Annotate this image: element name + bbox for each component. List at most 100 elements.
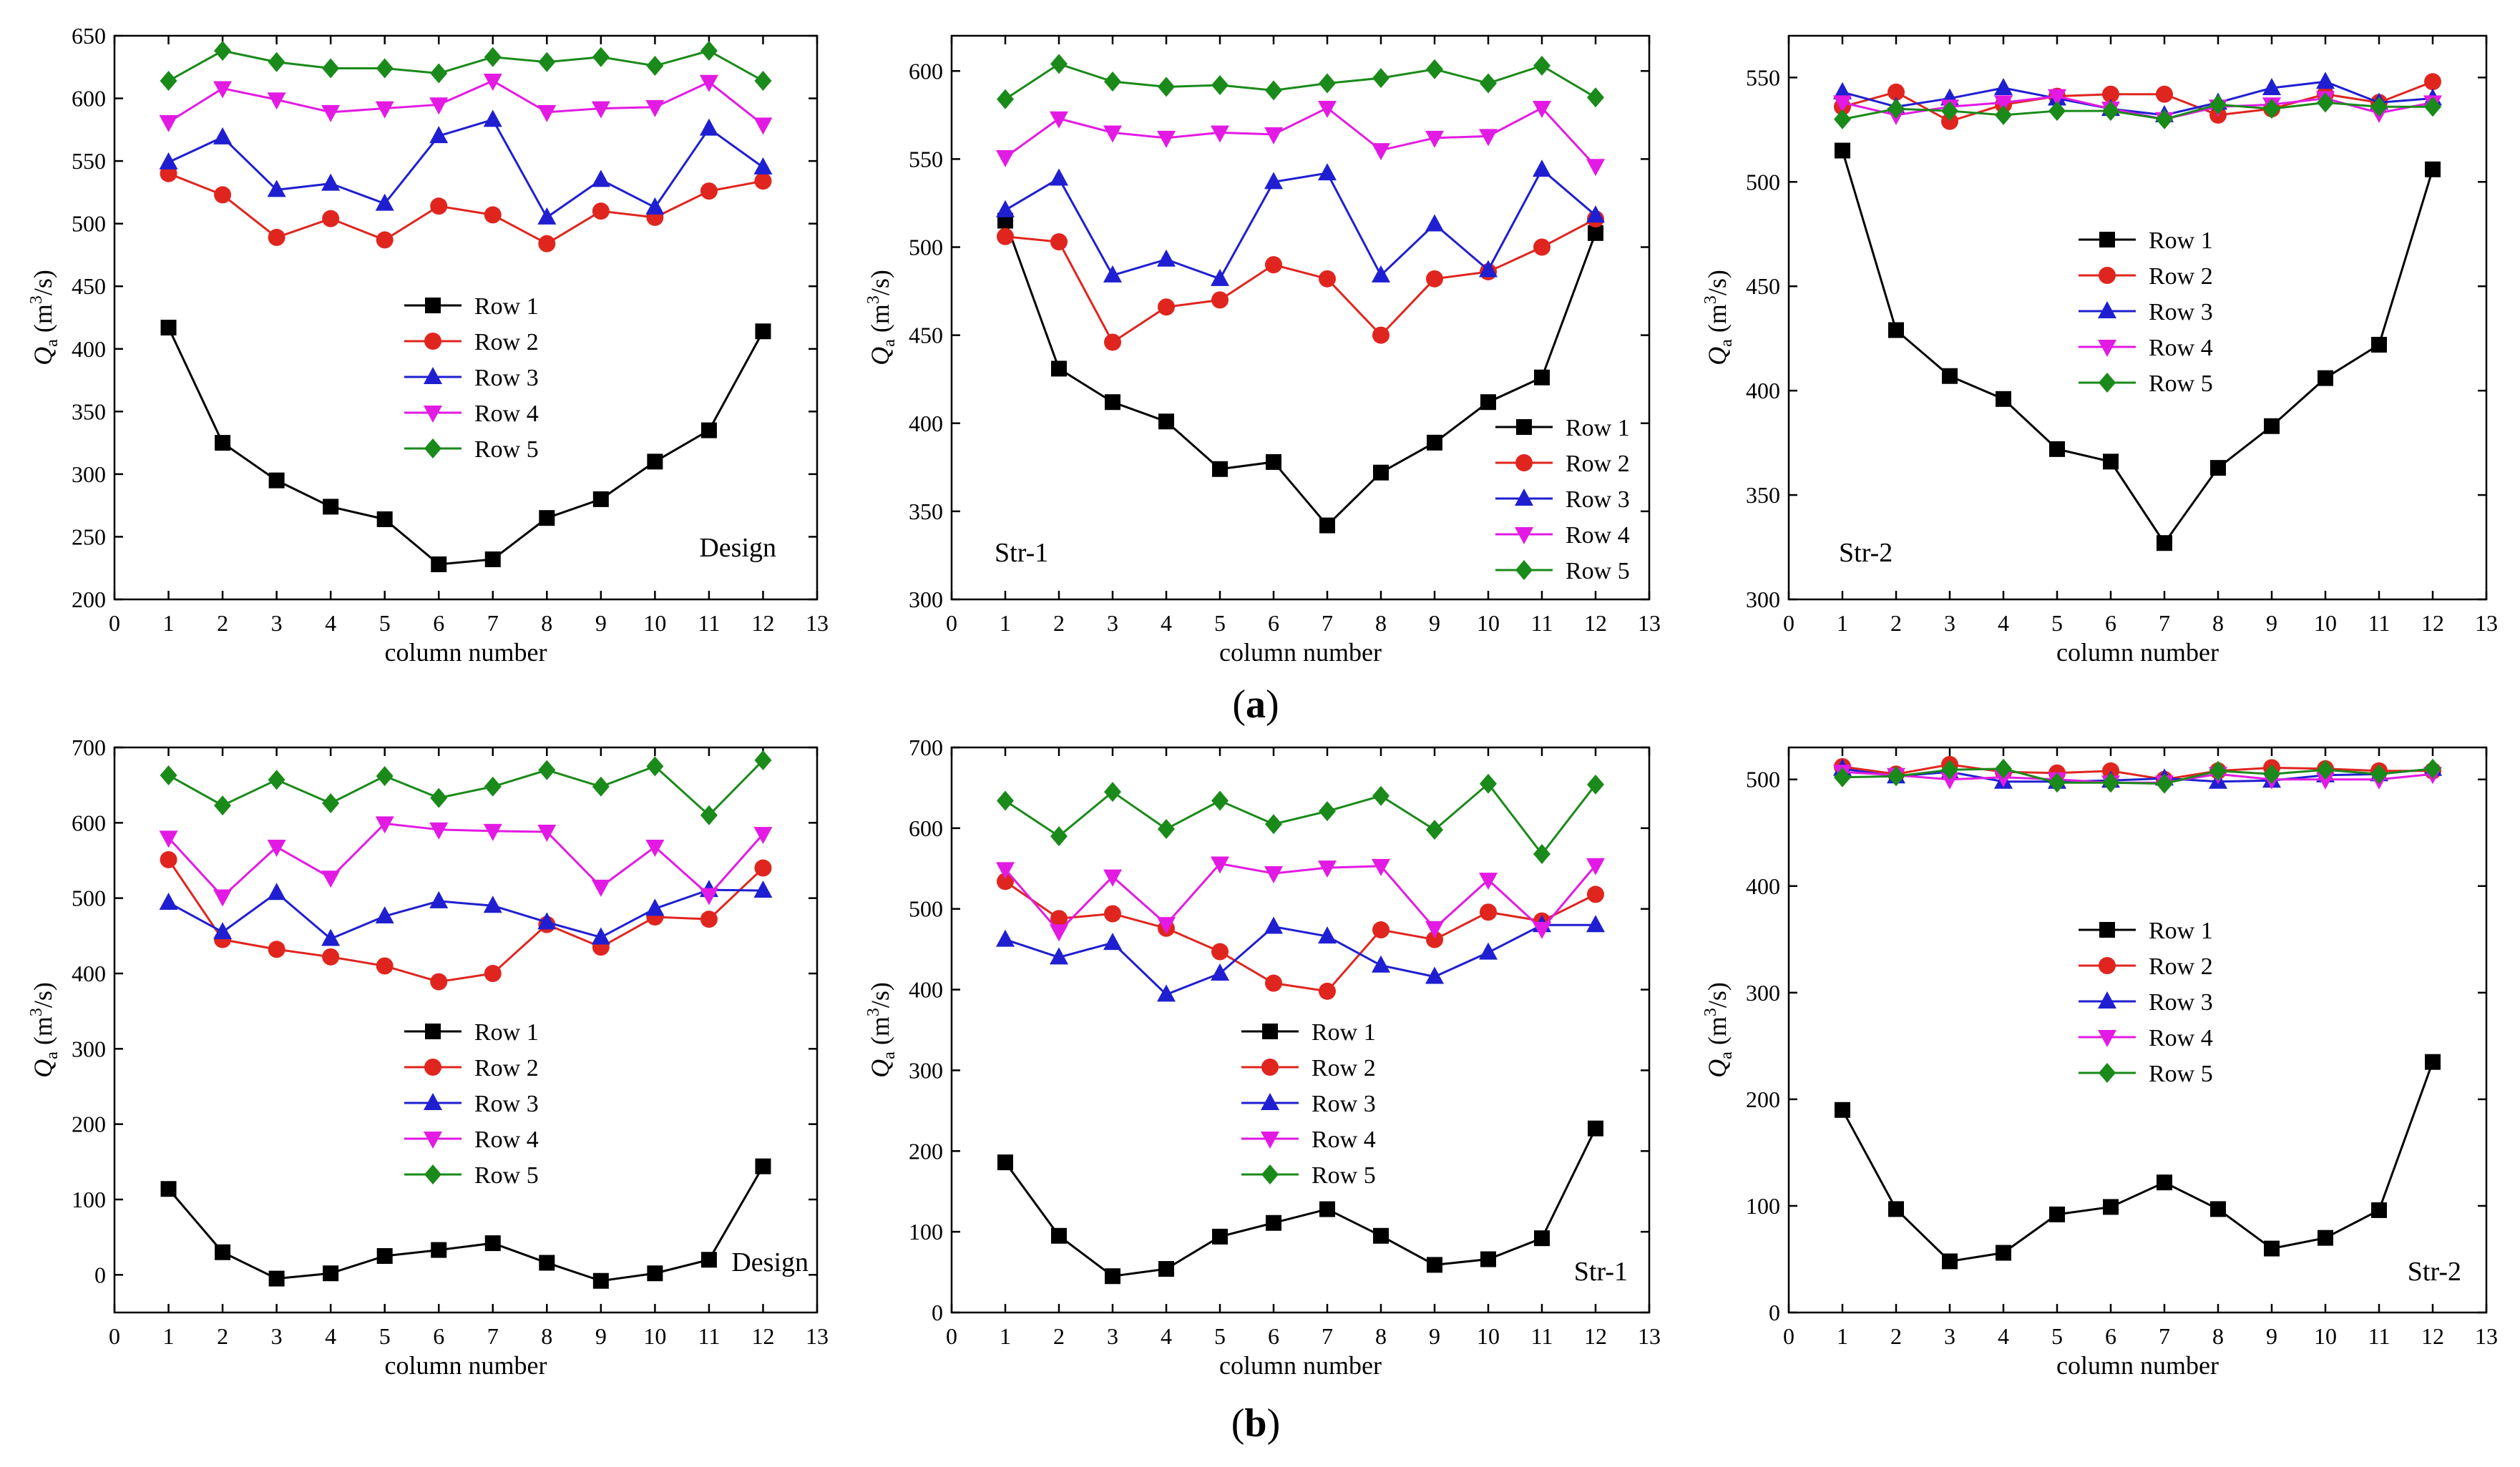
data-point <box>1319 1201 1335 1217</box>
series-3 <box>159 880 773 946</box>
series-line <box>167 822 764 898</box>
panel-annotation: Design <box>731 1247 809 1277</box>
data-point <box>1050 826 1068 847</box>
y-tick-label: 600 <box>909 815 943 841</box>
legend-label: Row 1 <box>2149 918 2213 944</box>
data-point <box>2262 77 2281 95</box>
x-tick-label: 9 <box>1429 1323 1440 1349</box>
data-point <box>2263 764 2280 785</box>
data-point <box>1265 814 1282 835</box>
data-point <box>647 1265 663 1282</box>
x-tick-label: 3 <box>271 1323 283 1349</box>
series-line <box>1841 1061 2434 1263</box>
data-point <box>159 830 178 848</box>
data-point <box>430 973 448 991</box>
data-point <box>538 51 556 72</box>
x-tick-label: 0 <box>1783 610 1794 636</box>
x-tick-label: 6 <box>433 610 444 636</box>
data-point <box>1887 766 1905 787</box>
data-point <box>1372 326 1390 344</box>
x-axis-label: column number <box>385 1351 547 1380</box>
data-point <box>700 805 718 825</box>
x-tick-label: 4 <box>1161 610 1172 636</box>
legend-label: Row 3 <box>474 365 539 391</box>
data-point <box>755 1158 771 1174</box>
series-4 <box>996 100 1605 177</box>
legend-marker <box>1261 1093 1279 1110</box>
data-point <box>483 109 502 127</box>
data-point <box>2425 161 2441 177</box>
series-1 <box>997 1120 1603 1285</box>
data-point <box>375 193 394 211</box>
y-tick-label: 350 <box>909 499 943 524</box>
legend: Row 1 Row 2 Row 3 Row 4 Row 5 <box>1241 1019 1376 1189</box>
series-3 <box>996 915 1605 1002</box>
data-point <box>1372 921 1390 939</box>
data-point <box>645 898 665 916</box>
y-tick-label: 500 <box>1746 767 1780 793</box>
x-axis-label: column number <box>2056 638 2219 667</box>
data-point <box>1887 83 1905 101</box>
y-tick-label: 200 <box>72 587 106 612</box>
data-point <box>430 788 448 808</box>
x-tick-label: 8 <box>1375 1323 1387 1349</box>
x-tick-label: 3 <box>271 610 283 636</box>
y-axis-label: Qa (m3/s) <box>27 982 62 1078</box>
data-point <box>1834 767 1851 788</box>
x-tick-label: 4 <box>1998 1323 2009 1349</box>
legend-label: Row 2 <box>474 1055 539 1081</box>
x-tick-label: 3 <box>1107 610 1118 636</box>
legend: Row 1 Row 2 Row 3 Row 4 Row 5 <box>2079 918 2213 1087</box>
series-line <box>1005 880 1596 993</box>
data-point <box>1158 413 1174 430</box>
series-line <box>167 759 764 817</box>
data-point <box>1158 818 1175 839</box>
data-point <box>323 1265 339 1282</box>
series-line <box>167 172 763 245</box>
y-tick-label: 300 <box>1746 587 1780 612</box>
data-point <box>483 74 502 92</box>
data-point <box>484 551 501 567</box>
legend-label: Row 1 <box>474 1019 539 1046</box>
data-point <box>1835 142 1850 159</box>
data-point <box>753 117 773 135</box>
data-point <box>1319 270 1336 288</box>
y-tick-label: 400 <box>72 961 106 986</box>
data-point <box>267 180 286 197</box>
data-point <box>213 81 233 99</box>
data-point <box>1265 974 1282 992</box>
label-a: (a) <box>1232 682 1279 727</box>
data-point <box>1372 785 1390 806</box>
data-point <box>592 202 610 220</box>
legend-label: Row 5 <box>1312 1162 1376 1189</box>
legend-marker <box>424 1132 442 1149</box>
series-line <box>1841 150 2434 545</box>
y-tick-label: 400 <box>1746 873 1780 899</box>
y-tick-label: 500 <box>909 235 943 260</box>
x-tick-label: 7 <box>1322 1323 1333 1349</box>
data-point <box>213 127 233 144</box>
data-point <box>322 210 340 227</box>
plot-frame <box>1787 746 2488 1314</box>
data-point <box>2424 73 2441 91</box>
data-point <box>1211 74 1229 95</box>
data-point <box>1318 100 1337 118</box>
data-point <box>1372 265 1390 283</box>
x-tick-label: 9 <box>2266 1323 2277 1349</box>
data-point <box>1995 104 2012 125</box>
data-point <box>268 228 285 246</box>
legend-marker <box>2098 991 2116 1009</box>
data-point <box>431 556 447 572</box>
x-tick-label: 8 <box>1375 610 1387 636</box>
data-point <box>2209 94 2227 115</box>
x-tick-label: 0 <box>1783 1323 1794 1349</box>
legend-label: Row 5 <box>2149 371 2213 397</box>
data-point <box>1888 1201 1904 1217</box>
legend-marker <box>424 1093 442 1110</box>
data-point <box>1318 163 1337 181</box>
y-tick-label: 450 <box>72 273 106 299</box>
legend: Row 1 Row 2 Row 3 Row 4 Row 5 <box>404 1019 539 1189</box>
x-tick-label: 0 <box>109 1323 120 1349</box>
data-point <box>1994 77 2013 95</box>
legend-label: Row 1 <box>1312 1019 1376 1046</box>
